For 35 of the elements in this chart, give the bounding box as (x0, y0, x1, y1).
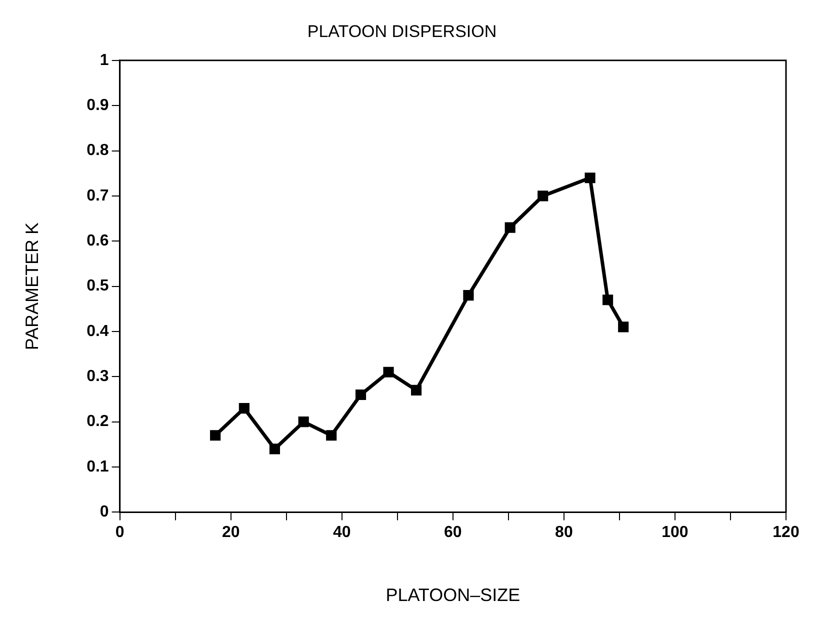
y-tick-label: 0.8 (86, 142, 109, 160)
point (584, 172, 596, 184)
x-tick-label: 60 (444, 524, 462, 542)
x-tick-label: 120 (772, 524, 800, 542)
x-tick-label: 100 (662, 524, 688, 542)
y-tick-label: 0.1 (86, 458, 109, 476)
x-tick-label: 0 (115, 524, 124, 542)
y-tick-label: 0.6 (86, 232, 109, 250)
point (326, 430, 337, 441)
point (618, 322, 629, 332)
point (602, 294, 614, 306)
point (463, 290, 474, 301)
chart-title: PLATOON DISPERSION (307, 22, 497, 41)
y-tick-label: 0.5 (86, 278, 109, 295)
x-tick-label: 80 (555, 524, 573, 542)
point (298, 416, 309, 428)
point (383, 366, 394, 378)
y-tick-label: 1 (100, 52, 109, 69)
y-tick-label: 0 (100, 504, 109, 521)
point (410, 384, 422, 396)
y-tick-label: 0.4 (86, 322, 109, 340)
y-tick-label: 0.9 (86, 96, 109, 114)
point (538, 190, 548, 202)
x-axis-title: PLATOON–SIZE (386, 585, 520, 606)
point (269, 444, 280, 454)
y-tick-label: 0.3 (86, 368, 109, 386)
point (504, 222, 516, 233)
point (238, 403, 250, 414)
y-axis-title: PARAMETER K (22, 222, 42, 350)
point (355, 389, 366, 400)
point (210, 430, 221, 441)
x-tick-label: 40 (332, 524, 351, 542)
y-tick-label: 0.7 (86, 187, 109, 204)
y-tick-label: 0.2 (86, 413, 109, 430)
x-tick-label: 20 (222, 524, 240, 542)
